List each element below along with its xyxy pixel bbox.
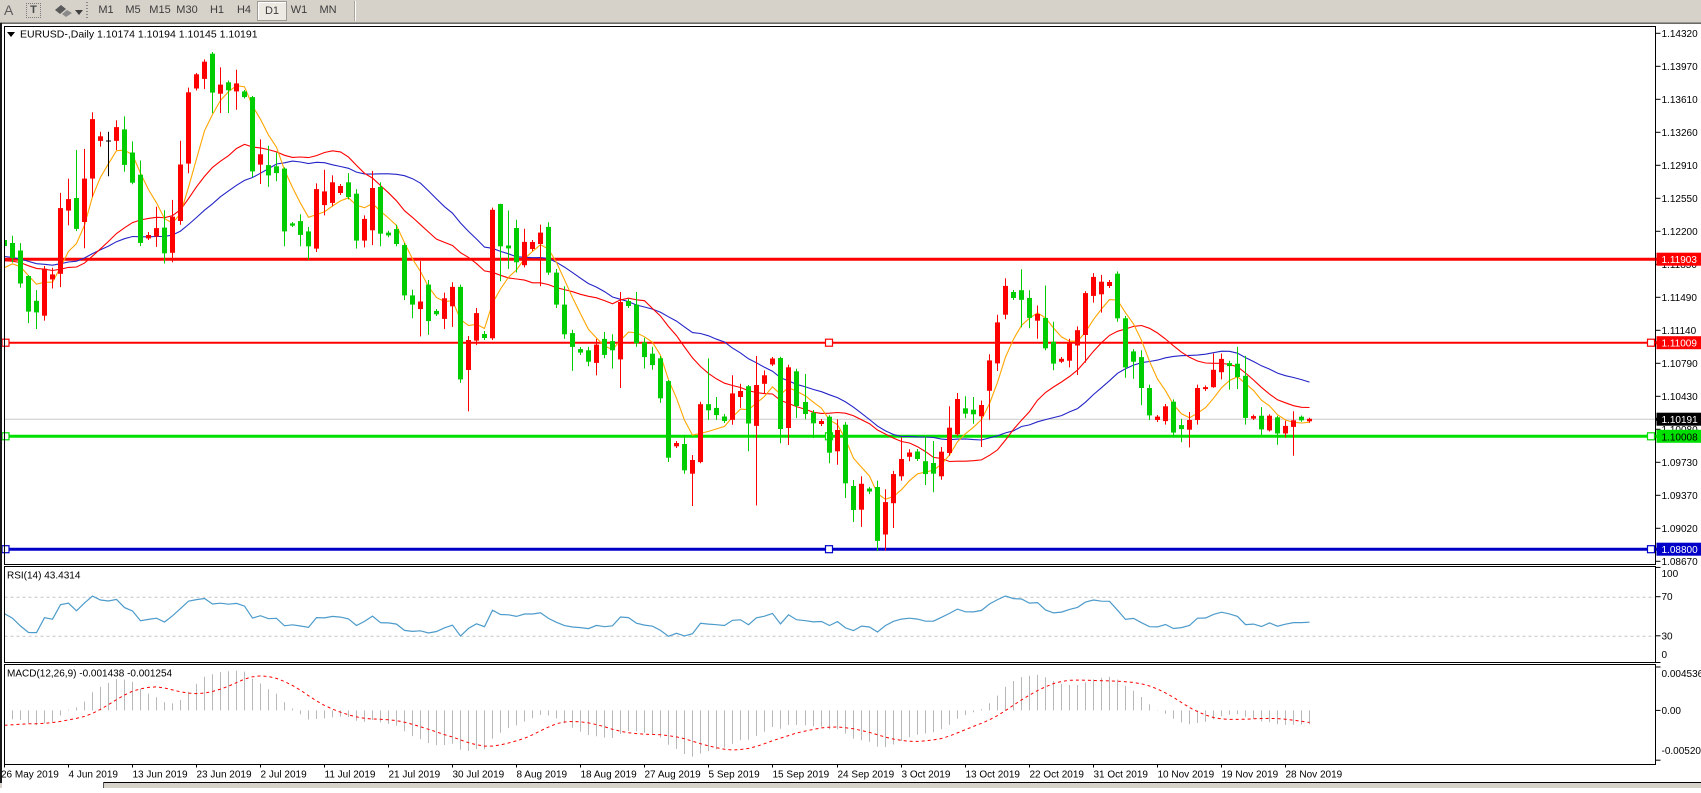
svg-text:30: 30	[1662, 631, 1674, 642]
svg-text:1.11140: 1.11140	[1662, 326, 1697, 337]
svg-text:30 Jul 2019: 30 Jul 2019	[453, 770, 505, 781]
svg-text:26 May 2019: 26 May 2019	[1, 770, 59, 781]
svg-text:70: 70	[1662, 592, 1674, 603]
svg-text:13 Oct 2019: 13 Oct 2019	[966, 770, 1021, 781]
svg-text:24 Sep 2019: 24 Sep 2019	[838, 770, 895, 781]
svg-text:28 Nov 2019: 28 Nov 2019	[1286, 770, 1343, 781]
svg-text:21 Jul 2019: 21 Jul 2019	[389, 770, 441, 781]
svg-text:5 Sep 2019: 5 Sep 2019	[709, 770, 761, 781]
svg-text:0: 0	[1662, 650, 1668, 661]
svg-text:15 Sep 2019: 15 Sep 2019	[773, 770, 830, 781]
svg-text:1.12910: 1.12910	[1662, 161, 1699, 172]
svg-text:8 Aug 2019: 8 Aug 2019	[517, 770, 568, 781]
svg-text:100: 100	[1662, 569, 1679, 580]
svg-text:1.13970: 1.13970	[1662, 62, 1699, 73]
svg-text:EURUSD-,Daily 1.10174 1.10194: EURUSD-,Daily 1.10174 1.10194 1.10145 1.…	[20, 29, 258, 41]
svg-text:1.08800: 1.08800	[1662, 545, 1699, 556]
svg-text:1.09020: 1.09020	[1662, 524, 1699, 535]
svg-text:1.09370: 1.09370	[1662, 491, 1699, 502]
svg-text:1.09730: 1.09730	[1662, 458, 1699, 469]
svg-text:RSI(14) 43.4314: RSI(14) 43.4314	[7, 571, 81, 582]
svg-text:1.08670: 1.08670	[1662, 557, 1699, 568]
svg-text:1.10191: 1.10191	[1662, 415, 1699, 426]
svg-text:1.12550: 1.12550	[1662, 194, 1699, 205]
svg-text:1.11903: 1.11903	[1662, 255, 1698, 266]
svg-text:23 Jun 2019: 23 Jun 2019	[197, 770, 252, 781]
svg-text:1.12200: 1.12200	[1662, 227, 1699, 238]
svg-text:13 Jun 2019: 13 Jun 2019	[133, 770, 188, 781]
svg-text:-0.005205: -0.005205	[1662, 746, 1701, 757]
svg-text:MACD(12,26,9) -0.001438 -0.001: MACD(12,26,9) -0.001438 -0.001254	[7, 669, 173, 680]
svg-text:10 Nov 2019: 10 Nov 2019	[1158, 770, 1215, 781]
svg-text:1.11009: 1.11009	[1662, 339, 1698, 350]
svg-text:0.00: 0.00	[1662, 706, 1682, 717]
svg-text:1.13260: 1.13260	[1662, 128, 1699, 139]
svg-text:1.14320: 1.14320	[1662, 29, 1699, 40]
svg-text:27 Aug 2019: 27 Aug 2019	[645, 770, 702, 781]
svg-text:2 Jul 2019: 2 Jul 2019	[261, 770, 308, 781]
svg-text:19 Nov 2019: 19 Nov 2019	[1222, 770, 1279, 781]
svg-text:22 Oct 2019: 22 Oct 2019	[1030, 770, 1085, 781]
svg-text:1.10790: 1.10790	[1662, 359, 1699, 370]
svg-text:0.004536: 0.004536	[1662, 669, 1701, 680]
svg-text:3 Oct 2019: 3 Oct 2019	[902, 770, 951, 781]
svg-text:1.10430: 1.10430	[1662, 392, 1699, 403]
svg-text:11 Jul 2019: 11 Jul 2019	[325, 770, 376, 781]
svg-text:31 Oct 2019: 31 Oct 2019	[1094, 770, 1149, 781]
svg-text:18 Aug 2019: 18 Aug 2019	[581, 770, 638, 781]
svg-text:1.11490: 1.11490	[1662, 293, 1698, 304]
svg-text:1.13610: 1.13610	[1662, 95, 1699, 106]
svg-text:4 Jun 2019: 4 Jun 2019	[69, 770, 119, 781]
svg-text:1.10008: 1.10008	[1662, 432, 1699, 443]
